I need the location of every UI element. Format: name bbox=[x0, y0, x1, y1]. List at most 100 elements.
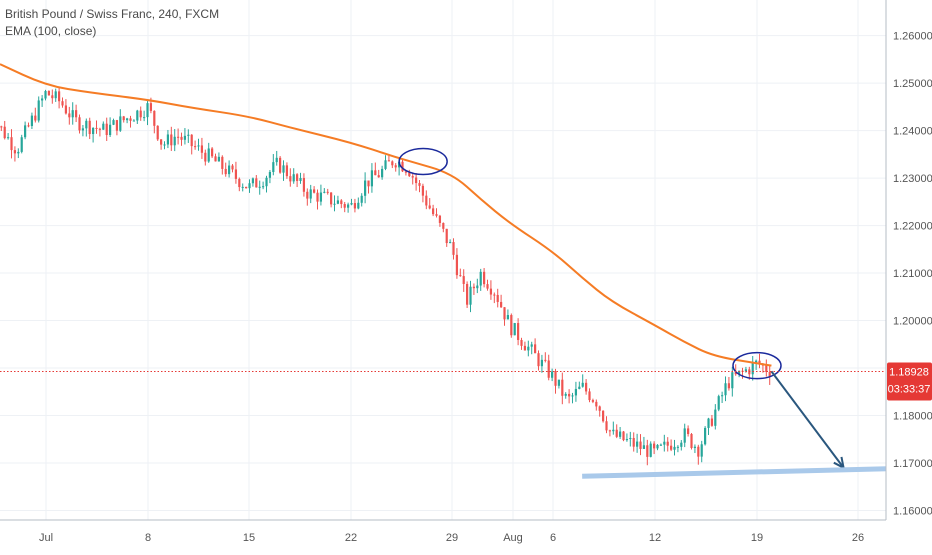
candle-body bbox=[119, 116, 122, 131]
candle-body bbox=[527, 346, 530, 351]
candle-body bbox=[275, 157, 278, 163]
candle-body bbox=[24, 125, 27, 138]
candle-body bbox=[632, 437, 635, 447]
candle-body bbox=[564, 393, 567, 396]
candle-body bbox=[425, 195, 428, 206]
candle-body bbox=[207, 148, 210, 162]
candle-body bbox=[64, 105, 68, 114]
drawing-annotations[interactable] bbox=[398, 147, 887, 479]
candle-body bbox=[445, 228, 448, 244]
candle-body bbox=[540, 359, 544, 367]
candle-body bbox=[166, 134, 170, 145]
candle-body bbox=[666, 441, 669, 446]
time-tick-label: 29 bbox=[446, 532, 458, 544]
candle-body bbox=[58, 91, 61, 102]
time-tick-label: 22 bbox=[345, 532, 357, 544]
candle-body bbox=[268, 172, 272, 178]
candle-body bbox=[401, 161, 404, 172]
candle-body bbox=[755, 360, 758, 363]
candle-body bbox=[190, 134, 193, 147]
candle-body bbox=[442, 222, 445, 229]
candle-body bbox=[279, 157, 282, 173]
candle-body bbox=[489, 288, 493, 295]
price-tick-label: 1.16000 bbox=[893, 506, 932, 518]
candle-body bbox=[61, 101, 64, 106]
time-axis[interactable]: Jul 8 15 22 29 Aug 6 12 19 26 bbox=[0, 519, 932, 550]
candle-body bbox=[75, 110, 78, 118]
candle-body bbox=[673, 446, 676, 450]
symbol-title[interactable]: British Pound / Swiss Franc, 240, FXCM bbox=[5, 7, 220, 21]
indicator-title[interactable]: EMA (100, close) bbox=[5, 24, 97, 38]
candle-body bbox=[466, 283, 469, 305]
candle-body bbox=[479, 271, 482, 286]
candle-body bbox=[483, 271, 486, 285]
candle-body bbox=[17, 151, 20, 154]
candle-body bbox=[653, 443, 656, 449]
candle-body bbox=[177, 136, 180, 138]
candle-body bbox=[234, 169, 238, 179]
candle-body bbox=[272, 162, 275, 173]
candle-body bbox=[568, 393, 571, 397]
candle-body bbox=[3, 126, 6, 139]
highlight-ellipse bbox=[732, 351, 782, 380]
candle-body bbox=[768, 371, 771, 378]
candle-body bbox=[758, 360, 761, 365]
candle-body bbox=[411, 176, 414, 178]
candle-body bbox=[13, 150, 17, 154]
candle-body bbox=[571, 395, 574, 397]
candle-body bbox=[557, 379, 561, 386]
candle-body bbox=[71, 110, 74, 118]
candle-body bbox=[340, 200, 343, 205]
candle-body bbox=[364, 180, 367, 196]
candle-body bbox=[7, 137, 10, 139]
candle-body bbox=[336, 200, 340, 204]
candle-body bbox=[47, 91, 51, 96]
support-trendline bbox=[582, 466, 887, 479]
chart-legend: British Pound / Swiss Franc, 240, FXCM E… bbox=[5, 6, 219, 40]
candle-body bbox=[163, 144, 166, 146]
candle-body bbox=[384, 160, 387, 169]
candle-body bbox=[309, 189, 312, 199]
candle-body bbox=[554, 371, 557, 386]
candle-body bbox=[143, 117, 146, 119]
candle-body bbox=[34, 115, 37, 121]
candle-body bbox=[629, 437, 632, 440]
candle-body bbox=[88, 120, 91, 135]
candle-body bbox=[404, 171, 408, 173]
candle-body bbox=[591, 400, 595, 402]
candle-body bbox=[510, 315, 513, 336]
candle-body bbox=[469, 286, 472, 305]
candle-body bbox=[738, 370, 741, 375]
candle-body bbox=[418, 183, 421, 186]
candle-body bbox=[585, 382, 588, 392]
price-badge: 1.18928 03:33:37 bbox=[887, 362, 932, 401]
target-arrow bbox=[770, 370, 845, 469]
candle-body bbox=[343, 204, 346, 208]
candle-body bbox=[639, 441, 642, 449]
candle-body bbox=[765, 365, 768, 372]
candlestick-series bbox=[0, 87, 771, 466]
candle-body bbox=[204, 152, 207, 162]
time-tick-label: Aug bbox=[503, 532, 523, 544]
candle-body bbox=[92, 127, 95, 135]
time-tick-label: 8 bbox=[145, 532, 151, 544]
candle-body bbox=[98, 128, 102, 130]
candle-body bbox=[296, 174, 299, 181]
candle-body bbox=[333, 203, 336, 205]
time-tick-label: 15 bbox=[243, 532, 255, 544]
price-tick-label: 1.24000 bbox=[893, 126, 932, 138]
candle-body bbox=[248, 183, 251, 189]
candle-body bbox=[319, 192, 323, 202]
price-tick-label: 1.25000 bbox=[893, 78, 932, 90]
price-axis[interactable]: 1.160001.170001.180001.190001.200001.210… bbox=[885, 0, 932, 550]
candle-body bbox=[581, 382, 584, 387]
candle-body bbox=[78, 117, 81, 131]
candle-body bbox=[330, 192, 333, 205]
candle-body bbox=[598, 406, 601, 411]
candle-body bbox=[265, 177, 268, 187]
candle-body bbox=[221, 156, 224, 169]
candle-body bbox=[292, 174, 295, 182]
candle-body bbox=[139, 110, 142, 118]
